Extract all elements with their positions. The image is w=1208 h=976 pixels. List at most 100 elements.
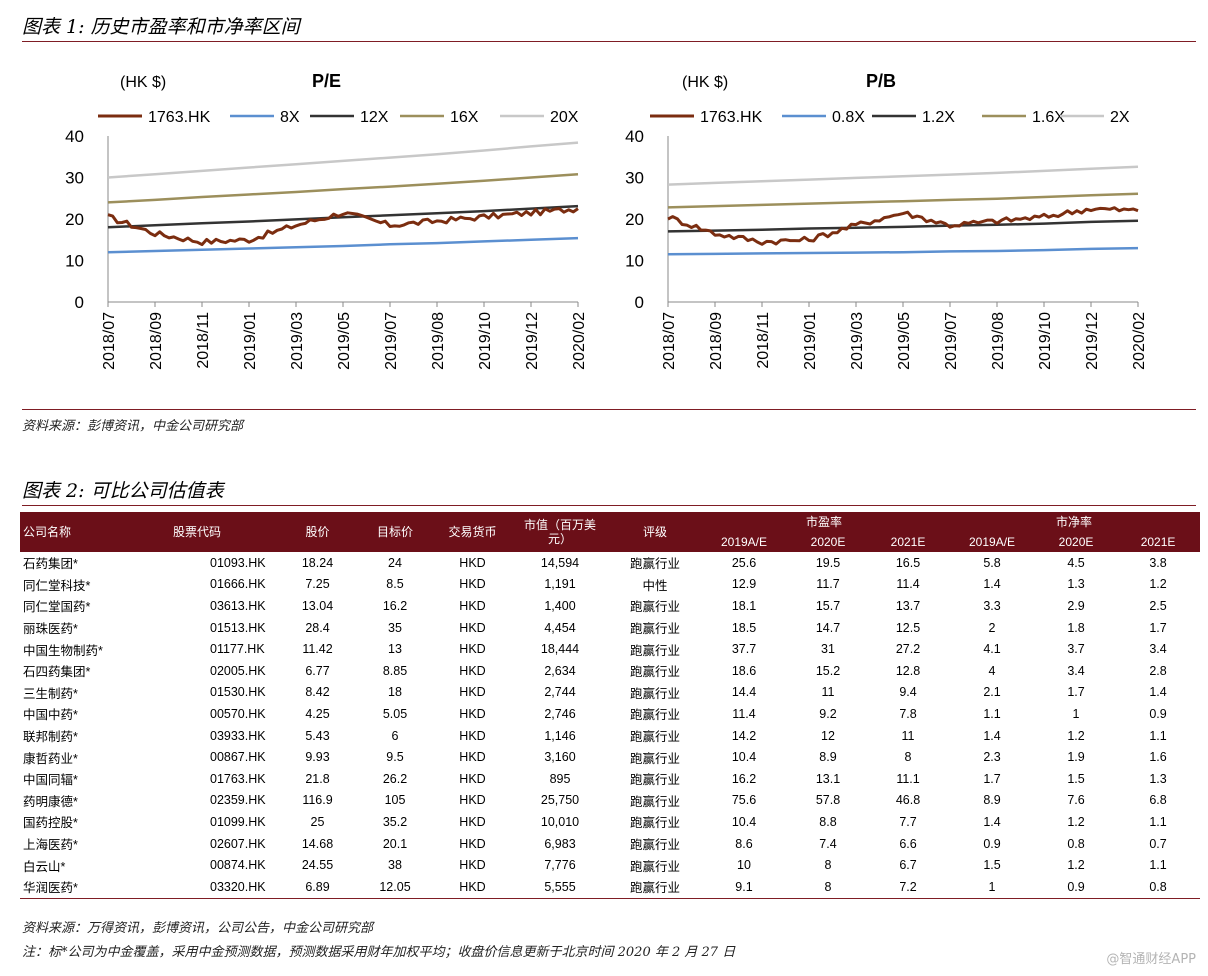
cell-currency: HKD bbox=[459, 555, 486, 570]
cell-mktcap: 1,400 bbox=[544, 598, 576, 613]
x-tick-label: 2019/10 bbox=[1037, 312, 1054, 370]
cell-price: 14.68 bbox=[301, 836, 334, 851]
table-row: 上海医药* 02607.HK 14.68 20.1 HKD 6,983 跑赢行业 8.6 7.4… bbox=[20, 833, 1200, 855]
cell-pe-2019: 37.7 bbox=[731, 642, 757, 657]
cell-rating: 跑赢行业 bbox=[629, 557, 680, 572]
y-tick-label: 10 bbox=[625, 252, 644, 271]
cell-pe-2021: 6.6 bbox=[899, 836, 917, 851]
cell-pb-2021: 0.9 bbox=[1149, 706, 1167, 721]
x-tick-label: 2019/01 bbox=[802, 312, 819, 370]
cell-pb-2021: 1.2 bbox=[1149, 577, 1167, 592]
cell-pb-2021: 1.7 bbox=[1149, 620, 1167, 635]
cell-pe-2020: 12 bbox=[821, 728, 835, 743]
pe-chart: (HK $) P/E 1763.HK 8X 12X 16X 20X 0 10 20 30 40 2018… bbox=[65, 71, 588, 370]
cell-mktcap: 25,750 bbox=[540, 793, 580, 808]
cell-target: 6 bbox=[391, 728, 399, 743]
cell-pe-2020: 8.8 bbox=[819, 814, 837, 829]
legend-label: 1763.HK bbox=[148, 109, 211, 126]
cell-pe-2020: 7.4 bbox=[819, 836, 837, 851]
figure1-bottom-rule bbox=[22, 409, 1196, 410]
header-target: 目标价 bbox=[355, 512, 435, 552]
cell-company: 同仁堂国药* bbox=[23, 600, 91, 615]
cell-rating: 跑赢行业 bbox=[629, 730, 680, 745]
cell-target: 18 bbox=[388, 685, 402, 700]
table-row: 国药控股* 01099.HK 25 35.2 HKD 10,010 跑赢行业 10.4 8.8 7… bbox=[20, 811, 1200, 833]
table-row: 联邦制药* 03933.HK 5.43 6 HKD 1,146 跑赢行业 14.2 12 11 1.… bbox=[20, 725, 1200, 747]
cell-target: 16.2 bbox=[382, 598, 408, 613]
cell-company: 联邦制药* bbox=[23, 730, 78, 745]
header-pb-group: 市净率 bbox=[948, 512, 1201, 532]
cell-pe-2020: 11.7 bbox=[816, 577, 840, 592]
cell-pb-2021: 2.8 bbox=[1149, 663, 1167, 678]
series-line-12X bbox=[107, 204, 579, 229]
cell-pb-2021: 0.7 bbox=[1149, 836, 1167, 851]
table-row: 同仁堂国药* 03613.HK 13.04 16.2 HKD 1,400 跑赢行业 18.1 1… bbox=[20, 595, 1200, 617]
cell-pe-2019: 8.6 bbox=[735, 836, 753, 851]
cell-price: 6.77 bbox=[305, 663, 330, 678]
cell-company: 同仁堂科技* bbox=[23, 578, 91, 593]
cell-rating: 跑赢行业 bbox=[629, 686, 680, 701]
cell-mktcap: 895 bbox=[549, 771, 571, 786]
cell-pb-2019: 1.4 bbox=[983, 577, 1001, 592]
header-pb-2020: 2020E bbox=[1036, 532, 1117, 552]
x-tick-label: 2020/02 bbox=[1131, 312, 1148, 370]
cell-pe-2021: 12.5 bbox=[895, 620, 921, 635]
header-pe-2021: 2021E bbox=[868, 532, 949, 552]
cell-pb-2021: 1.1 bbox=[1149, 858, 1167, 873]
legend-label: 1.6X bbox=[1032, 109, 1065, 126]
cell-pb-2020: 7.6 bbox=[1067, 793, 1085, 808]
x-tick-label: 2019/03 bbox=[849, 312, 866, 370]
table-row: 中国生物制药* 01177.HK 11.42 13 HKD 18,444 跑赢行业 37.7 3… bbox=[20, 638, 1200, 660]
unit-label: (HK $) bbox=[120, 74, 166, 91]
series-line-2X bbox=[667, 165, 1139, 186]
cell-pe-2021: 13.7 bbox=[895, 598, 921, 613]
cell-pb-2019: 1.1 bbox=[983, 706, 1001, 721]
header-pb-2019: 2019A/E bbox=[948, 532, 1037, 552]
cell-pe-2019: 18.6 bbox=[731, 663, 757, 678]
cell-pb-2019: 2.1 bbox=[983, 685, 1001, 700]
header-code: 股票代码 bbox=[170, 512, 280, 552]
cell-pe-2019: 75.6 bbox=[731, 793, 757, 808]
cell-mktcap: 14,594 bbox=[540, 555, 580, 570]
series-line-12X bbox=[667, 219, 1139, 233]
x-tick-label: 2019/08 bbox=[990, 312, 1007, 370]
table-row: 石四药集团* 02005.HK 6.77 8.85 HKD 2,634 跑赢行业 18.6 15… bbox=[20, 660, 1200, 682]
cell-target: 5.05 bbox=[382, 706, 408, 721]
cell-pb-2019: 1.5 bbox=[983, 858, 1001, 873]
cell-price: 11.42 bbox=[302, 642, 333, 657]
cell-pe-2021: 46.8 bbox=[895, 793, 921, 808]
cell-mktcap: 2,746 bbox=[544, 706, 576, 721]
cell-currency: HKD bbox=[459, 642, 486, 657]
cell-rating: 跑赢行业 bbox=[629, 622, 680, 637]
cell-pb-2021: 1.1 bbox=[1149, 728, 1167, 743]
chart-title: P/B bbox=[866, 71, 896, 91]
cell-pe-2021: 16.5 bbox=[895, 555, 921, 570]
cell-pb-2020: 0.9 bbox=[1036, 875, 1117, 899]
cell-rating: 跑赢行业 bbox=[629, 600, 680, 615]
x-tick-label: 2018/11 bbox=[755, 312, 772, 369]
figure2-source: 资料来源：万得资讯，彭博资讯，公司公告，中金公司研究部 bbox=[22, 921, 374, 936]
cell-pe-2019: 12.9 bbox=[731, 577, 757, 592]
x-tick-label: 2019/07 bbox=[943, 312, 960, 370]
cell-rating: 跑赢行业 bbox=[610, 875, 700, 899]
cell-code: 02359.HK bbox=[210, 793, 266, 808]
cell-pb-2020: 0.8 bbox=[1067, 836, 1085, 851]
header-pe-group: 市盈率 bbox=[700, 512, 949, 532]
legend-label: 8X bbox=[280, 109, 300, 126]
cell-price: 8.42 bbox=[305, 685, 330, 700]
cell-mktcap: 2,634 bbox=[544, 663, 576, 678]
cell-currency: HKD bbox=[459, 663, 486, 678]
legend-label: 12X bbox=[360, 109, 389, 126]
cell-pb-2021: 1.4 bbox=[1149, 685, 1167, 700]
cell-currency: HKD bbox=[459, 858, 486, 873]
cell-pe-2021: 9.4 bbox=[899, 685, 917, 700]
series-line-1763HK bbox=[667, 206, 1139, 246]
cell-mktcap: 4,454 bbox=[544, 620, 576, 635]
cell-pb-2019: 5.8 bbox=[983, 555, 1001, 570]
table-row: 华润医药* 03320.HK 6.89 12.05 HKD 5,555 跑赢行业 9.1 8 7.… bbox=[20, 875, 1201, 899]
header-price: 股价 bbox=[280, 512, 355, 552]
legend-label: 20X bbox=[550, 109, 579, 126]
cell-currency: HKD bbox=[459, 706, 486, 721]
cell-company: 康哲药业* bbox=[23, 751, 78, 766]
cell-pe-2021: 6.7 bbox=[899, 858, 917, 873]
